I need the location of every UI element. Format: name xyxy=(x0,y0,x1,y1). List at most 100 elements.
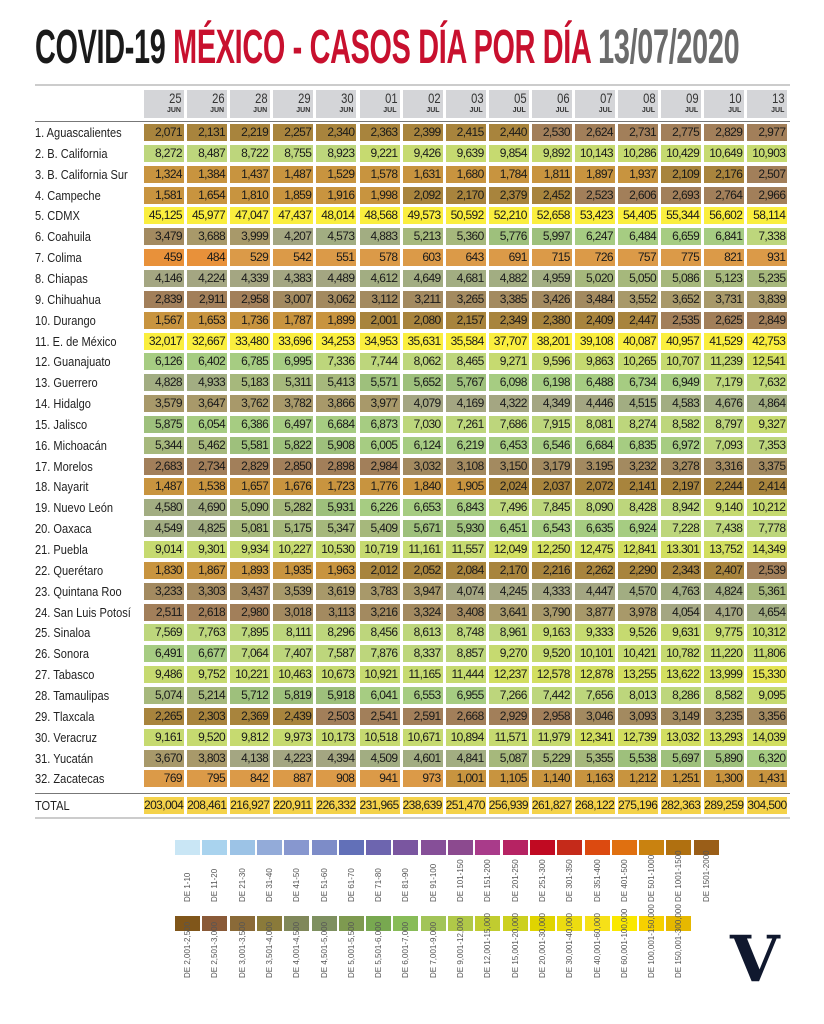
heatmap-cell: 2,511 xyxy=(144,603,184,621)
heatmap-cell: 2,731 xyxy=(618,124,659,141)
heatmap-cell: 715 xyxy=(531,249,572,267)
heatmap-cell: 3,316 xyxy=(704,457,745,475)
heatmap-cell: 9,854 xyxy=(488,144,529,162)
heatmap-cell: 8,274 xyxy=(618,415,659,433)
legend-swatch xyxy=(639,916,665,931)
state-row-label: 32. Zacatecas xyxy=(35,771,105,787)
heatmap-cell: 2,839 xyxy=(144,290,184,308)
column-header: 25 JUN xyxy=(144,90,184,118)
heatmap-cell: 1,776 xyxy=(359,478,400,496)
heatmap-cell: 10,673 xyxy=(316,666,357,684)
title-mexico-casos: MÉXICO - CASOS DÍA POR DÍA xyxy=(173,21,591,74)
legend-label: DE 12,001-15,000 xyxy=(483,913,493,978)
state-row-label: 21. Puebla xyxy=(35,542,88,557)
heatmap-cell: 691 xyxy=(488,249,529,267)
legend-label: DE 100,001-150,000 xyxy=(647,904,657,978)
heatmap-cell: 1,723 xyxy=(316,478,357,496)
heatmap-cell: 2,829 xyxy=(230,457,271,475)
legend-swatch xyxy=(284,840,310,855)
legend-label: DE 101-150 xyxy=(456,859,465,902)
legend-label: DE 71-80 xyxy=(374,868,384,902)
heatmap-cell: 5,020 xyxy=(575,269,615,287)
state-row-label: 11. E. de México xyxy=(35,333,117,349)
legend-label: DE 150,001-300,000 xyxy=(674,904,684,978)
heatmap-cell: 4,509 xyxy=(359,749,400,767)
heatmap-cell: 7,876 xyxy=(359,645,400,663)
heatmap-cell: 13.301 xyxy=(661,541,702,558)
heatmap-cell: 2,380 xyxy=(531,311,572,329)
legend-swatch xyxy=(584,916,610,931)
heatmap-cell: 6,054 xyxy=(187,415,228,433)
heatmap-cell: 8,456 xyxy=(359,624,400,642)
heatmap-cell: 3,356 xyxy=(747,707,788,725)
heatmap-cell: 5,918 xyxy=(316,686,357,704)
heatmap-cell: 1,935 xyxy=(273,561,314,579)
column-day: 05 xyxy=(513,90,527,106)
divider xyxy=(35,817,790,819)
heatmap-cell: 35,631 xyxy=(402,332,443,350)
heatmap-cell: 4,054 xyxy=(661,603,702,621)
heatmap-cell: 4,223 xyxy=(273,749,314,767)
state-row-label: 14. Hidalgo xyxy=(35,396,91,412)
heatmap-cell: 7,656 xyxy=(575,686,615,704)
heatmap-cell: 7,064 xyxy=(230,645,271,663)
heatmap-cell: 3,324 xyxy=(402,603,443,621)
heatmap-cell: 2,734 xyxy=(187,457,228,475)
heatmap-cell: 8,111 xyxy=(273,624,314,642)
heatmap-cell: 1,324 xyxy=(144,165,184,183)
legend-label: DE 3,001-3,500 xyxy=(237,921,247,978)
heatmap-cell: 887 xyxy=(273,770,314,788)
heatmap-cell: 3,437 xyxy=(230,582,271,600)
column-month: JUL xyxy=(512,107,526,114)
heatmap-cell: 1,431 xyxy=(747,770,788,788)
legend-label: DE 6,001-7,000 xyxy=(401,921,411,978)
heatmap-cell: 2,290 xyxy=(618,561,659,579)
heatmap-cell: 1,899 xyxy=(316,311,357,329)
heatmap-cell: 13,293 xyxy=(704,728,745,746)
heatmap-cell: 2,775 xyxy=(661,124,702,141)
heatmap-cell: 3,108 xyxy=(445,457,486,475)
heatmap-cell: 9,271 xyxy=(488,353,529,371)
heatmap-cell: 1,654 xyxy=(187,186,228,204)
heatmap-cell: 5,081 xyxy=(230,520,271,538)
heatmap-cell: 56,602 xyxy=(704,207,745,225)
heatmap-cell: 9,014 xyxy=(144,541,184,558)
legend-label: DE 81-90 xyxy=(401,868,411,902)
state-row-label: 19. Nuevo León xyxy=(35,500,114,516)
heatmap-cell: 7,778 xyxy=(747,520,788,538)
column-month: JUL xyxy=(469,107,483,114)
heatmap-cell: 1,893 xyxy=(230,561,271,579)
heatmap-cell: 2,625 xyxy=(704,311,745,329)
heatmap-cell: 3,539 xyxy=(273,582,314,600)
heatmap-cell: 7,438 xyxy=(704,520,745,538)
legend-label: DE 401-500 xyxy=(619,859,629,902)
heatmap-cell: 9,934 xyxy=(230,541,271,558)
heatmap-cell: 10,903 xyxy=(747,144,788,162)
heatmap-cell: 3,408 xyxy=(445,603,486,621)
heatmap-cell: 7,686 xyxy=(488,415,529,433)
heatmap-cell: 2,849 xyxy=(747,311,788,329)
heatmap-cell: 9,596 xyxy=(531,353,572,371)
heatmap-cell: 2,197 xyxy=(661,478,702,496)
heatmap-cell: 5,671 xyxy=(402,520,443,538)
column-month: JUN xyxy=(253,107,268,114)
heatmap-cell: 1,784 xyxy=(488,165,529,183)
heatmap-cell: 3,233 xyxy=(144,582,184,600)
heatmap-cell: 203,004 xyxy=(144,797,184,814)
heatmap-cell: 6,453 xyxy=(488,436,529,454)
heatmap-cell: 4,654 xyxy=(747,603,788,621)
heatmap-cell: 1,384 xyxy=(187,165,228,183)
heatmap-cell: 4,515 xyxy=(618,395,659,413)
heatmap-cell: 5,229 xyxy=(531,749,572,767)
heatmap-cell: 3,641 xyxy=(488,603,529,621)
heatmap-cell: 12,237 xyxy=(488,666,529,684)
legend-label: DE 20,001-30,000 xyxy=(537,913,547,978)
legend-swatch xyxy=(366,840,392,855)
heatmap-cell: 5,282 xyxy=(273,499,314,517)
column-day: 30 xyxy=(341,90,354,106)
heatmap-cell: 2,157 xyxy=(445,311,486,329)
heatmap-cell: 6,320 xyxy=(747,749,788,767)
legend-swatch xyxy=(311,916,337,931)
heatmap-cell: 3,303 xyxy=(187,582,228,600)
legend-swatch xyxy=(338,916,364,931)
